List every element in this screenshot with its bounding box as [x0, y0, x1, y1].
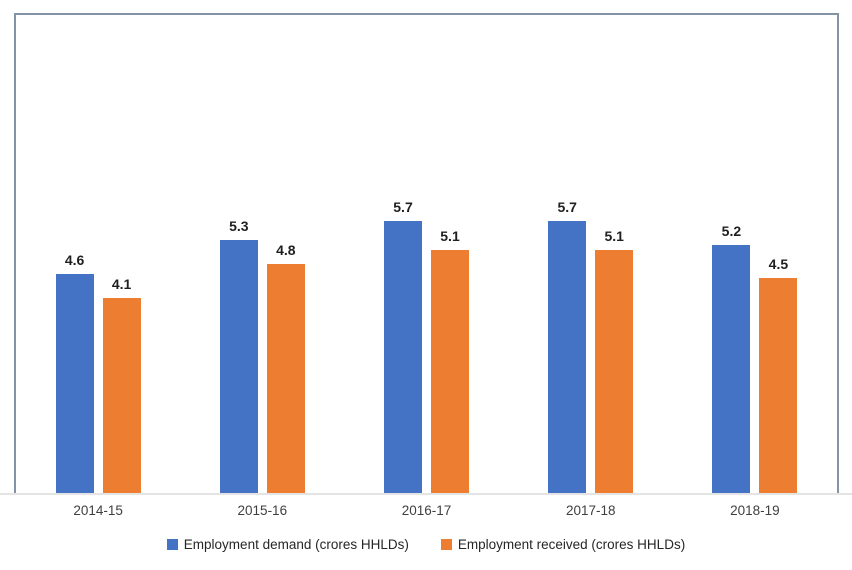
bar-received: 4.1: [102, 275, 141, 494]
bar-rect: [384, 221, 422, 494]
bar-group: 4.6 4.1: [16, 252, 180, 494]
bar-value-label: 4.8: [276, 242, 296, 259]
category-label: 2018-19: [730, 503, 780, 518]
bar-group: 5.7 5.1: [344, 199, 508, 494]
bar-group: 5.3 4.8: [180, 218, 344, 494]
bar-group: 5.7 5.1: [509, 199, 673, 494]
bar-value-label: 5.2: [721, 222, 742, 239]
bar-rect: [759, 278, 798, 494]
bar-value-label: 5.7: [393, 199, 413, 215]
category-label: 2017-18: [565, 503, 616, 518]
category-axis: 2014-15 2015-16 2016-17 2017-18 2018-19: [16, 503, 837, 518]
bar-rect: [266, 264, 305, 494]
bar-value-label: 5.7: [557, 199, 577, 215]
bar-demand: 5.7: [548, 199, 587, 494]
bar-rect: [548, 221, 587, 494]
legend: Employment demand (crores HHLDs) Employm…: [0, 537, 852, 552]
category-label: 2016-17: [401, 503, 452, 518]
legend-label-received: Employment received (crores HHLDs): [457, 537, 686, 552]
bar-received: 5.1: [595, 227, 634, 494]
bar-value-label: 5.1: [604, 227, 624, 244]
legend-item-demand: Employment demand (crores HHLDs): [166, 537, 409, 552]
bar-demand: 4.6: [55, 251, 94, 494]
plot-area: 4.6 4.1 5.3 4.8 5.7 5.1 5.7 5.1 5.2 4.5: [16, 15, 837, 494]
bar-rect: [712, 244, 751, 494]
legend-swatch-demand-icon: [166, 539, 178, 550]
bar-value-label: 5.1: [440, 227, 460, 244]
category-label: 2015-16: [237, 503, 288, 518]
bar-value-label: 4.6: [64, 251, 85, 268]
legend-item-received: Employment received (crores HHLDs): [440, 537, 686, 552]
bar-value-label: 4.1: [111, 275, 132, 292]
bar-rect: [219, 240, 258, 494]
bar-demand: 5.2: [712, 222, 751, 494]
chart-frame: [14, 13, 839, 495]
bar-group: 5.2 4.5: [673, 223, 837, 494]
bar-rect: [595, 249, 634, 494]
x-axis-line: [0, 493, 852, 495]
bar-rect: [55, 273, 94, 494]
bar-received: 4.8: [266, 242, 305, 494]
bar-rect: [431, 249, 469, 494]
bar-rect: [102, 297, 141, 494]
legend-label-demand: Employment demand (crores HHLDs): [183, 537, 409, 552]
bar-received: 5.1: [431, 228, 469, 494]
bar-demand: 5.3: [219, 218, 258, 494]
category-label: 2014-15: [73, 503, 123, 518]
legend-swatch-received-icon: [440, 539, 452, 550]
bar-received: 4.5: [759, 256, 798, 494]
bar-value-label: 5.3: [229, 218, 249, 235]
bar-demand: 5.7: [384, 199, 422, 494]
bar-value-label: 4.5: [768, 256, 789, 273]
